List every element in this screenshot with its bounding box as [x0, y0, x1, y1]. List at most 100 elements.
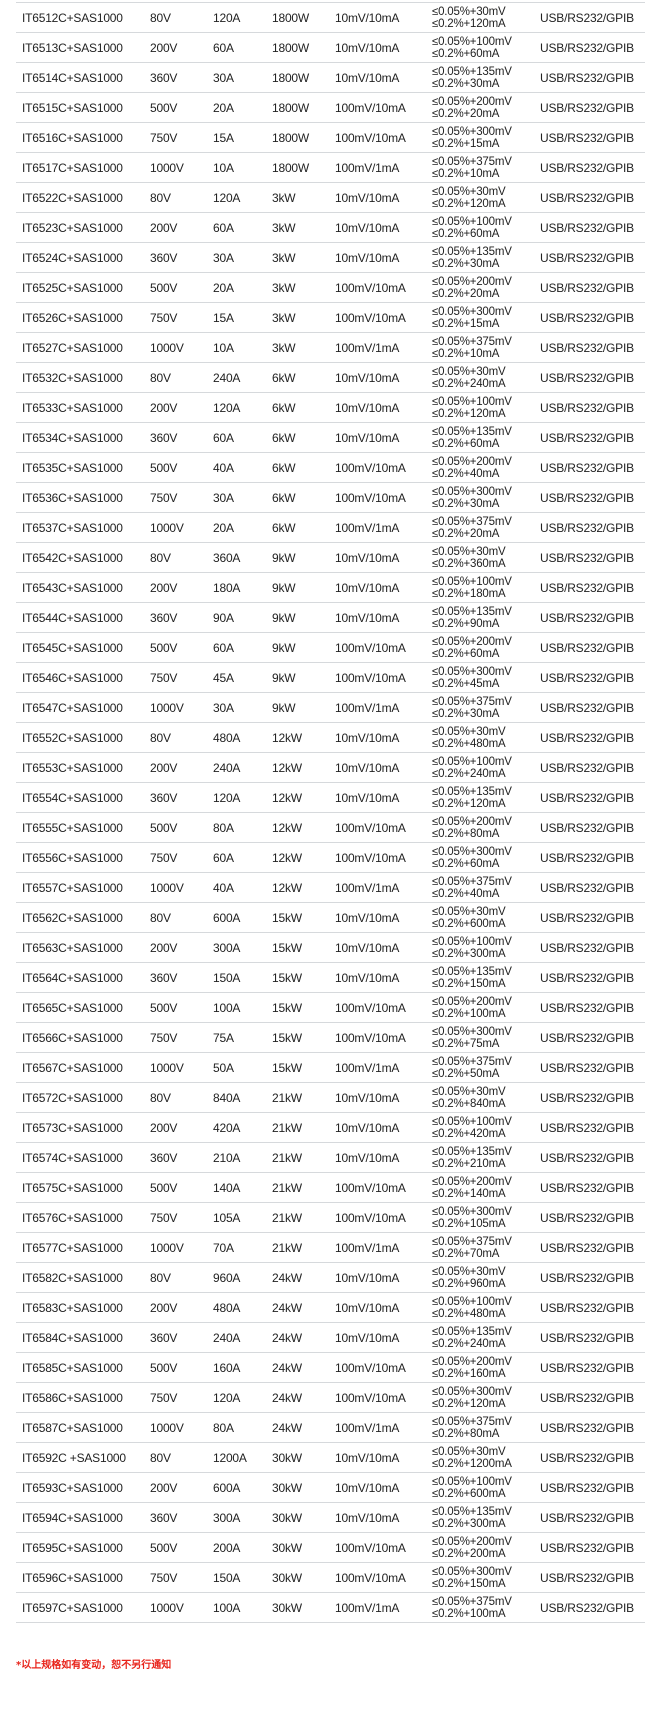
cell-interface: USB/RS232/GPIB: [540, 572, 645, 603]
cell-power: 9kW: [272, 692, 335, 723]
table-row: IT6574C+SAS1000 360V 210A 21kW 10mV/10mA ≤0.0…: [16, 1142, 645, 1173]
voltage-accuracy: ≤0.05%+300mV: [432, 485, 512, 498]
current-accuracy: ≤0.2%+120mA: [432, 407, 506, 420]
voltage-accuracy: ≤0.05%+300mV: [432, 1205, 512, 1218]
cell-current: 80A: [213, 1412, 272, 1443]
cell-model: IT6543C+SAS1000: [16, 572, 150, 603]
cell-power: 12kW: [272, 722, 335, 753]
voltage-value: 80V: [150, 730, 171, 745]
cell-voltage: 750V: [150, 1022, 213, 1053]
resolution-value: 10mV/10mA: [335, 1090, 400, 1105]
cell-interface: USB/RS232/GPIB: [540, 422, 645, 453]
cell-current: 20A: [213, 512, 272, 543]
model-value: IT6522C+SAS1000: [22, 190, 123, 205]
interface-value: USB/RS232/GPIB: [540, 40, 634, 55]
interface-value: USB/RS232/GPIB: [540, 1030, 634, 1045]
cell-power: 15kW: [272, 932, 335, 963]
current-value: 300A: [213, 940, 241, 955]
resolution-value: 100mV/1mA: [335, 520, 400, 535]
voltage-accuracy: ≤0.05%+135mV: [432, 605, 512, 618]
model-value: IT6533C+SAS1000: [22, 400, 123, 415]
cell-power: 12kW: [272, 872, 335, 903]
cell-model: IT6587C+SAS1000: [16, 1412, 150, 1443]
voltage-value: 360V: [150, 610, 178, 625]
current-accuracy: ≤0.2%+120mA: [432, 1397, 506, 1410]
voltage-value: 1000V: [150, 520, 184, 535]
model-value: IT6513C+SAS1000: [22, 40, 123, 55]
power-value: 1800W: [272, 10, 310, 25]
cell-model: IT6572C+SAS1000: [16, 1082, 150, 1113]
cell-resolution: 10mV/10mA: [335, 212, 432, 243]
cell-model: IT6567C+SAS1000: [16, 1052, 150, 1083]
cell-accuracy: ≤0.05%+30mV ≤0.2%+240mA: [432, 362, 540, 393]
cell-power: 6kW: [272, 482, 335, 513]
resolution-value: 10mV/10mA: [335, 370, 400, 385]
voltage-value: 750V: [150, 1570, 178, 1585]
cell-current: 40A: [213, 872, 272, 903]
cell-current: 120A: [213, 392, 272, 423]
cell-power: 21kW: [272, 1082, 335, 1113]
voltage-value: 360V: [150, 250, 178, 265]
cell-model: IT6525C+SAS1000: [16, 272, 150, 303]
voltage-value: 200V: [150, 580, 178, 595]
cell-current: 600A: [213, 1472, 272, 1503]
voltage-value: 1000V: [150, 880, 184, 895]
cell-voltage: 200V: [150, 212, 213, 243]
cell-accuracy: ≤0.05%+200mV ≤0.2%+20mA: [432, 92, 540, 123]
current-accuracy: ≤0.2%+20mA: [432, 287, 500, 300]
voltage-accuracy: ≤0.05%+30mV: [432, 725, 506, 738]
cell-power: 12kW: [272, 842, 335, 873]
cell-model: IT6535C+SAS1000: [16, 452, 150, 483]
model-value: IT6597C+SAS1000: [22, 1600, 123, 1615]
cell-current: 200A: [213, 1532, 272, 1563]
voltage-accuracy: ≤0.05%+200mV: [432, 815, 512, 828]
cell-current: 70A: [213, 1232, 272, 1263]
cell-accuracy: ≤0.05%+30mV ≤0.2%+120mA: [432, 182, 540, 213]
current-accuracy: ≤0.2%+100mA: [432, 1607, 506, 1620]
table-row: IT6593C+SAS1000 200V 600A 30kW 10mV/10mA ≤0.0…: [16, 1472, 645, 1503]
cell-resolution: 10mV/10mA: [335, 752, 432, 783]
current-accuracy: ≤0.2%+60mA: [432, 47, 500, 60]
current-accuracy: ≤0.2%+90mA: [432, 617, 500, 630]
current-accuracy: ≤0.2%+20mA: [432, 527, 500, 540]
voltage-accuracy: ≤0.05%+300mV: [432, 845, 512, 858]
current-value: 20A: [213, 280, 234, 295]
cell-interface: USB/RS232/GPIB: [540, 242, 645, 273]
cell-resolution: 10mV/10mA: [335, 902, 432, 933]
cell-accuracy: ≤0.05%+135mV ≤0.2%+30mA: [432, 62, 540, 93]
cell-voltage: 360V: [150, 242, 213, 273]
model-value: IT6544C+SAS1000: [22, 610, 123, 625]
current-accuracy: ≤0.2%+15mA: [432, 137, 500, 150]
cell-power: 24kW: [272, 1292, 335, 1323]
current-value: 40A: [213, 460, 234, 475]
resolution-value: 10mV/10mA: [335, 1450, 400, 1465]
cell-current: 1200A: [213, 1442, 272, 1473]
interface-value: USB/RS232/GPIB: [540, 220, 634, 235]
table-row: IT6515C+SAS1000 500V 20A 1800W 100mV/10mA ≤0.…: [16, 92, 645, 123]
cell-power: 6kW: [272, 422, 335, 453]
current-accuracy: ≤0.2%+60mA: [432, 647, 500, 660]
resolution-value: 10mV/10mA: [335, 970, 400, 985]
current-accuracy: ≤0.2%+160mA: [432, 1367, 506, 1380]
resolution-value: 100mV/10mA: [335, 1390, 406, 1405]
cell-accuracy: ≤0.05%+300mV ≤0.2%+120mA: [432, 1382, 540, 1413]
cell-voltage: 1000V: [150, 692, 213, 723]
table-row: IT6542C+SAS1000 80V 360A 9kW 10mV/10mA ≤0.05%…: [16, 542, 645, 573]
cell-interface: USB/RS232/GPIB: [540, 272, 645, 303]
table-row: IT6562C+SAS1000 80V 600A 15kW 10mV/10mA ≤0.05…: [16, 902, 645, 933]
cell-power: 24kW: [272, 1322, 335, 1353]
cell-current: 15A: [213, 122, 272, 153]
cell-voltage: 80V: [150, 362, 213, 393]
power-value: 30kW: [272, 1570, 302, 1585]
cell-current: 960A: [213, 1262, 272, 1293]
cell-resolution: 10mV/10mA: [335, 242, 432, 273]
voltage-value: 1000V: [150, 1240, 184, 1255]
cell-voltage: 360V: [150, 1142, 213, 1173]
cell-current: 40A: [213, 452, 272, 483]
current-value: 80A: [213, 820, 234, 835]
cell-accuracy: ≤0.05%+100mV ≤0.2%+480mA: [432, 1292, 540, 1323]
cell-resolution: 10mV/10mA: [335, 182, 432, 213]
model-value: IT6566C+SAS1000: [22, 1030, 123, 1045]
voltage-value: 80V: [150, 370, 171, 385]
cell-current: 480A: [213, 1292, 272, 1323]
